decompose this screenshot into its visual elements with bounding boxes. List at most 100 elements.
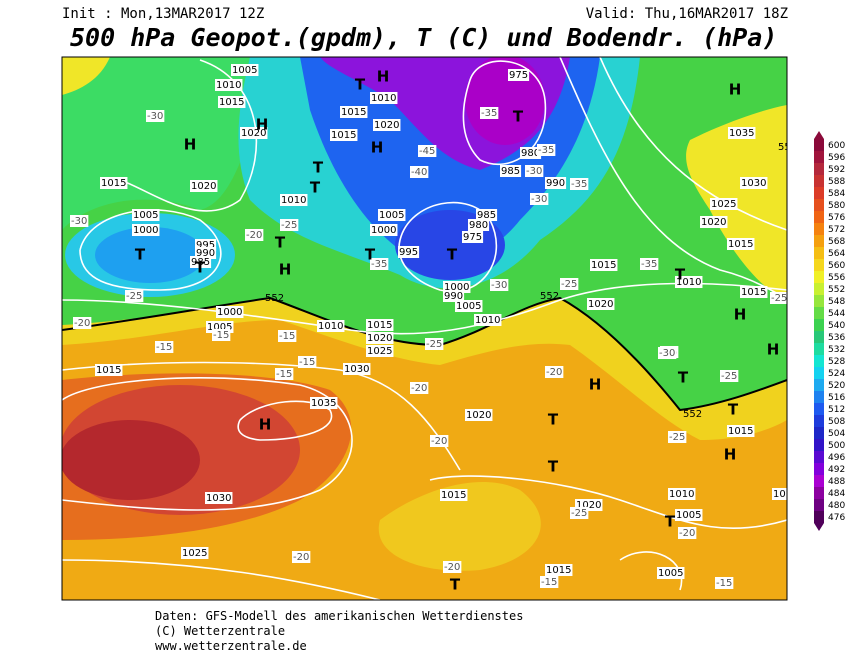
colorbar-label: 540 (828, 321, 845, 331)
temperature-label: -35 (481, 108, 497, 119)
contour-label: 552 (540, 291, 559, 302)
label-box (366, 319, 394, 331)
colorbar-swatch (814, 427, 824, 439)
colorbar-label: 552 (828, 285, 845, 295)
pressure-center: T (365, 246, 376, 264)
isobar-label: 1005 (658, 568, 683, 579)
temperature-label: -20 (293, 552, 309, 563)
isobar-label: 1015 (591, 260, 616, 271)
pressure-center: T (195, 259, 206, 277)
isobar-label: 1000 (133, 225, 158, 236)
colorbar-swatch (814, 355, 824, 367)
isobar-label: 1025 (367, 346, 392, 357)
label-box (678, 527, 697, 539)
label-box (298, 356, 317, 368)
pressure-center: H (184, 136, 197, 154)
isobar-label: 1015 (219, 97, 244, 108)
label-box (231, 64, 259, 76)
pressure-center: T (135, 246, 146, 264)
isobar-label: 1005 (207, 322, 232, 333)
temperature-label: -45 (419, 146, 435, 157)
map-title: 500 hPa Geopot.(gpdm), T (C) und Bodendr… (70, 23, 777, 52)
contour-label: 552 (265, 293, 284, 304)
pressure-center: T (447, 246, 458, 264)
isobar-label: 1010 (475, 315, 500, 326)
label-box (340, 106, 368, 118)
temperature-label: -20 (546, 367, 562, 378)
isobar-label: 1010 (371, 93, 396, 104)
label-box (366, 332, 394, 344)
label-box (710, 198, 738, 210)
label-box (212, 329, 231, 341)
colorbar-swatch (814, 511, 824, 523)
init-time: Init : Mon,13MAR2017 12Z (62, 6, 264, 22)
isobar (398, 201, 498, 293)
pressure-center: T (728, 401, 739, 419)
isobar-label: 990 (444, 291, 463, 302)
isobar-label: 1015 (96, 365, 121, 376)
label-box (280, 194, 308, 206)
label-box (310, 397, 338, 409)
label-box (330, 129, 358, 141)
isobar-label: 1015 (728, 239, 753, 250)
label-box (245, 229, 264, 241)
label-box (640, 258, 659, 270)
colorbar: 600 596 592 588 584 580 576 572 568 564 560 556 552 5… (814, 131, 845, 531)
colorbar-swatch (814, 187, 824, 199)
isobar-label: 1015 (773, 489, 798, 500)
label-box (373, 119, 401, 131)
colorbar-swatch (814, 331, 824, 343)
colorbar-label: 492 (828, 465, 845, 475)
colorbar-swatch (814, 163, 824, 175)
label-box (146, 110, 165, 122)
colorbar-arrow-bottom (814, 523, 824, 531)
label-box (570, 178, 589, 190)
label-box (410, 166, 429, 178)
label-box (181, 547, 209, 559)
colorbar-label: 528 (828, 357, 845, 367)
label-box (430, 435, 449, 447)
isobar-label: 1005 (456, 301, 481, 312)
label-box (95, 364, 123, 376)
temperature-label: -25 (281, 220, 297, 231)
colorbar-swatch (814, 271, 824, 283)
colorbar-swatch (814, 499, 824, 511)
label-box (537, 144, 556, 156)
colorbar-arrow-top (814, 131, 824, 139)
colorbar-label: 548 (828, 297, 845, 307)
isobar-label: 1015 (341, 107, 366, 118)
pressure-center: T (275, 234, 286, 252)
colorbar-label: 508 (828, 417, 845, 427)
label-box (476, 209, 498, 221)
colorbar-label: 512 (828, 405, 845, 415)
label-box (675, 276, 703, 288)
colorbar-label: 580 (828, 201, 845, 211)
pressure-center: H (256, 116, 269, 134)
contour-label: 55 (778, 142, 791, 153)
temperature-label: -25 (721, 371, 737, 382)
isobar-label: 1035 (729, 128, 754, 139)
isobar (237, 400, 333, 441)
label-box (465, 409, 493, 421)
label-box (715, 577, 734, 589)
temperature-label: -25 (771, 293, 787, 304)
colorbar-swatch (814, 223, 824, 235)
label-box (468, 219, 490, 231)
pressure-center: T (450, 576, 461, 594)
isobar-label: 990 (546, 178, 565, 189)
label-box (125, 290, 144, 302)
temperature-label: -25 (426, 339, 442, 350)
label-box (570, 507, 589, 519)
label-box (343, 363, 371, 375)
pressure-center: T (548, 458, 559, 476)
label-box (443, 561, 462, 573)
colorbar-swatch (814, 403, 824, 415)
colorbar-label: 564 (828, 249, 845, 259)
pressure-center: T (310, 179, 321, 197)
colorbar-label: 480 (828, 501, 845, 511)
pressure-center: T (313, 159, 324, 177)
label-box (545, 177, 567, 189)
isobar-label: 1005 (232, 65, 257, 76)
label-box (530, 193, 549, 205)
